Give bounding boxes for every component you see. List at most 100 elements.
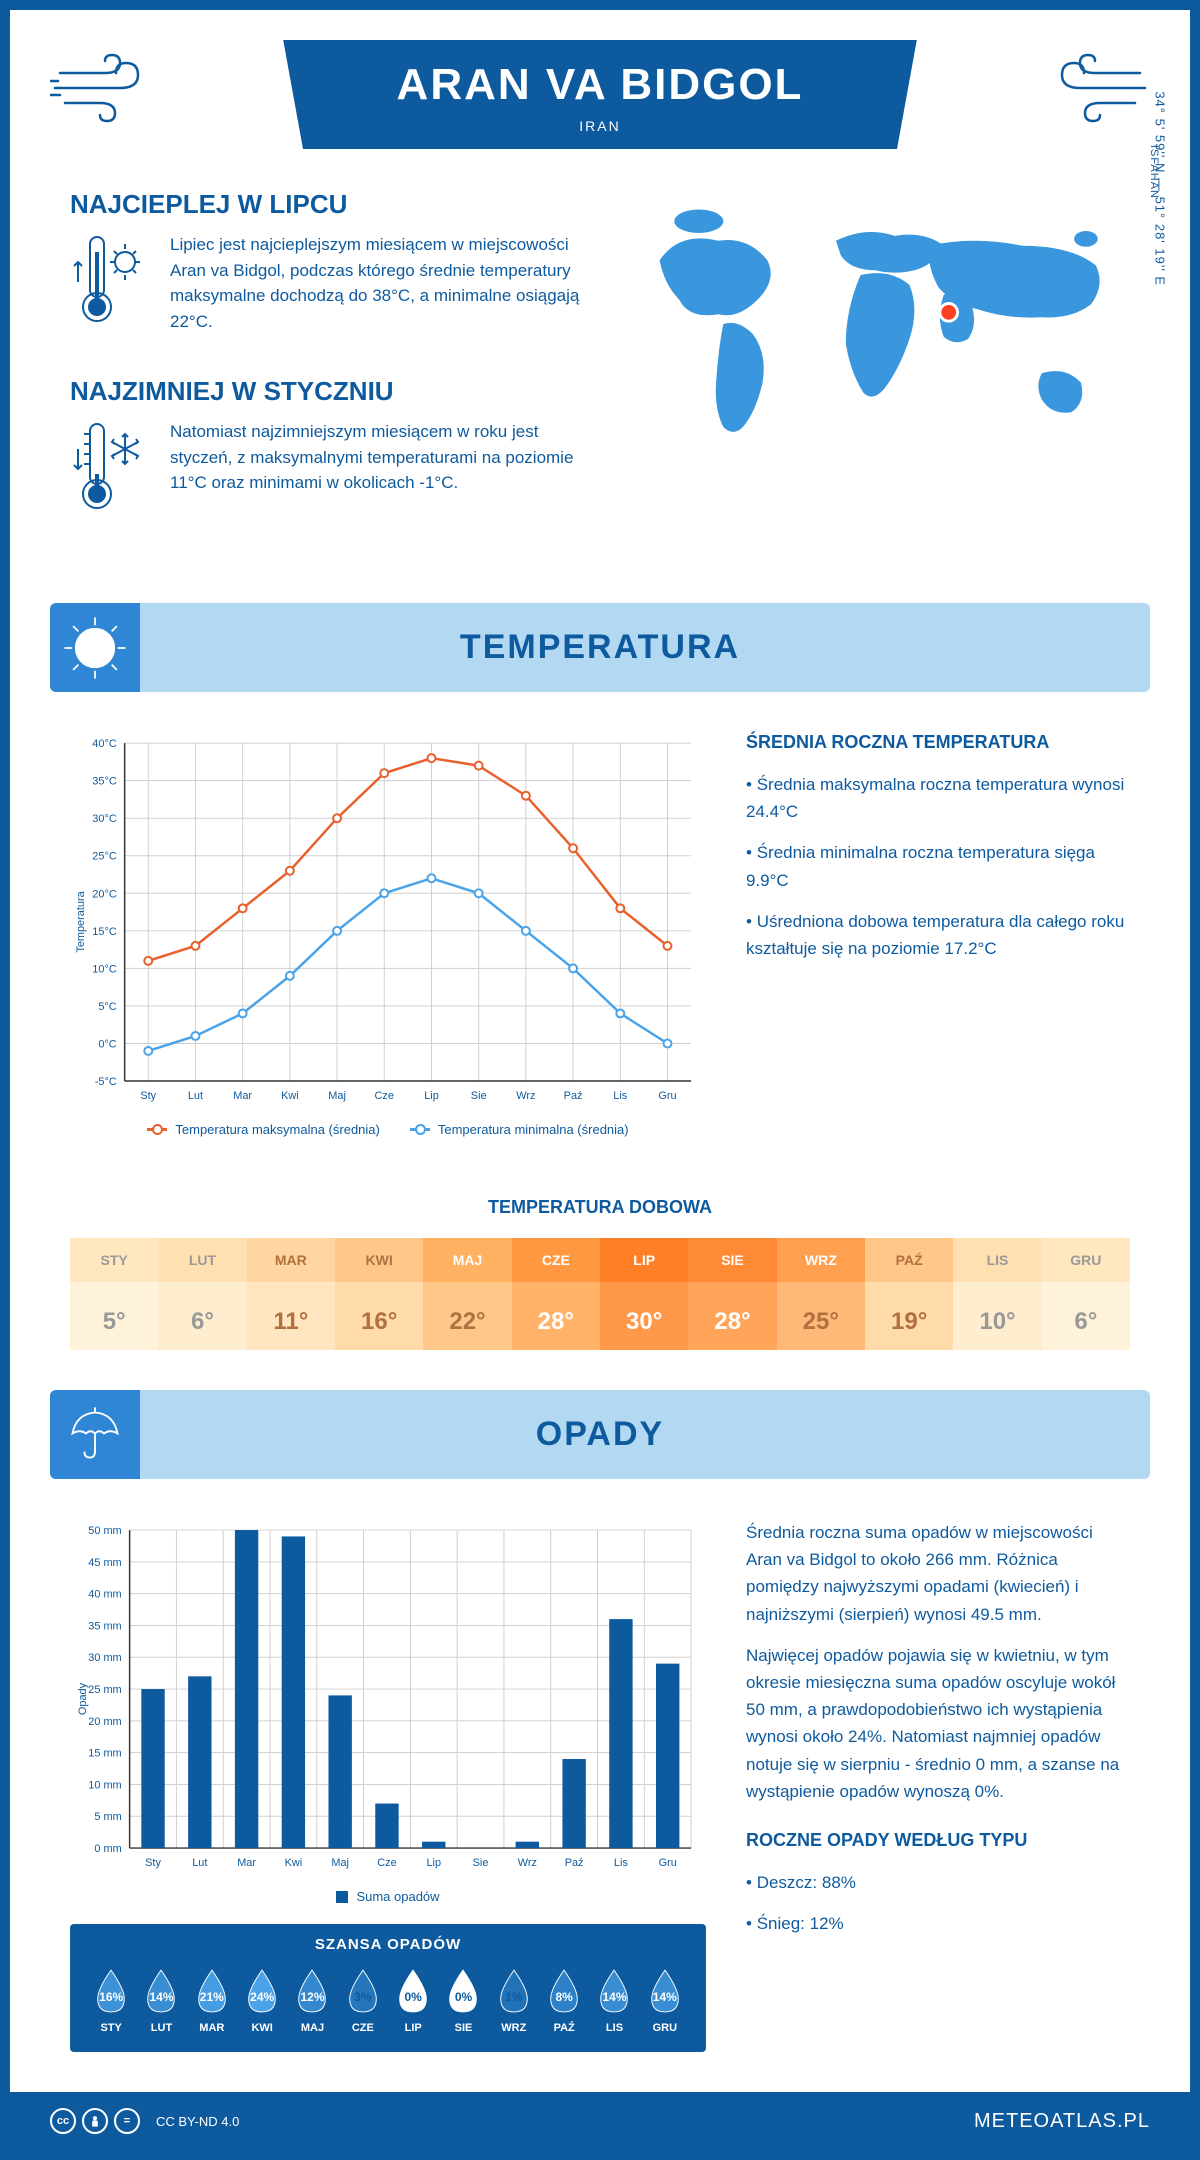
daily-temperature-table: TEMPERATURA DOBOWA STYLUTMARKWIMAJCZELIP…: [70, 1197, 1130, 1350]
svg-text:Sie: Sie: [473, 1857, 489, 1869]
license-label: CC BY-ND 4.0: [156, 2114, 239, 2129]
daily-temp-header: GRU: [1042, 1238, 1130, 1282]
chance-drop: 3% CZE: [340, 1968, 386, 2034]
daily-temp-value: 19°: [865, 1282, 953, 1350]
daily-temp-header: LUT: [158, 1238, 246, 1282]
precipitation-chance-box: SZANSA OPADÓW 16% STY 14% LUT 21%: [70, 1924, 706, 2052]
temperature-line-chart: -5°C0°C5°C10°C15°C20°C25°C30°C35°C40°CSt…: [70, 732, 706, 1112]
chance-drop: 14% GRU: [642, 1968, 688, 2034]
precip-para2: Najwięcej opadów pojawia się w kwietniu,…: [746, 1642, 1130, 1805]
svg-text:Lip: Lip: [426, 1857, 441, 1869]
daily-temp-value: 5°: [70, 1282, 158, 1350]
legend-min-label: Temperatura minimalna (średnia): [438, 1122, 629, 1137]
precipitation-bar-chart: 0 mm5 mm10 mm15 mm20 mm25 mm30 mm35 mm40…: [70, 1519, 706, 1879]
svg-text:Temperatura: Temperatura: [75, 890, 87, 952]
thermometer-cold-icon: [70, 419, 150, 533]
wind-icon-right: [985, 53, 1150, 137]
svg-text:5°C: 5°C: [98, 1001, 116, 1013]
precip-types-list: Deszcz: 88%Śnieg: 12%: [746, 1869, 1130, 1937]
svg-text:10°C: 10°C: [92, 963, 117, 975]
precip-para1: Średnia roczna suma opadów w miejscowośc…: [746, 1519, 1130, 1628]
footer: cc = CC BY-ND 4.0 METEOATLAS.PL: [10, 2092, 1190, 2150]
daily-temp-value: 28°: [512, 1282, 600, 1350]
svg-text:Cze: Cze: [377, 1857, 396, 1869]
svg-text:35 mm: 35 mm: [88, 1620, 121, 1632]
daily-temp-header: MAR: [247, 1238, 335, 1282]
page-subtitle: IRAN: [370, 118, 830, 134]
svg-text:Sty: Sty: [145, 1857, 161, 1869]
svg-text:Opady: Opady: [77, 1682, 89, 1715]
chance-drop: 0% SIE: [440, 1968, 486, 2034]
daily-temp-value: 11°: [247, 1282, 335, 1350]
umbrella-banner-icon: [50, 1390, 140, 1479]
svg-text:Gru: Gru: [658, 1090, 676, 1102]
world-map: [640, 189, 1130, 469]
precipitation-banner-label: OPADY: [536, 1415, 664, 1453]
location-marker-icon: [940, 304, 958, 322]
svg-text:15 mm: 15 mm: [88, 1748, 121, 1760]
daily-temp-value: 6°: [1042, 1282, 1130, 1350]
wind-icon-left: [50, 53, 215, 137]
temp-bullet: Średnia minimalna roczna temperatura się…: [746, 839, 1130, 893]
svg-text:Sty: Sty: [140, 1090, 156, 1102]
precip-type-item: Deszcz: 88%: [746, 1869, 1130, 1896]
header: ARAN VA BIDGOL IRAN: [10, 10, 1190, 169]
sun-banner-icon: [50, 603, 140, 692]
svg-text:Paź: Paź: [565, 1857, 584, 1869]
svg-text:30°C: 30°C: [92, 813, 117, 825]
svg-text:5 mm: 5 mm: [94, 1811, 121, 1823]
nd-icon: =: [114, 2108, 140, 2134]
daily-temp-header: MAJ: [423, 1238, 511, 1282]
daily-temp-value: 10°: [953, 1282, 1041, 1350]
chance-heading: SZANSA OPADÓW: [88, 1936, 688, 1953]
chance-drop: 1% WRZ: [491, 1968, 537, 2034]
svg-text:Mar: Mar: [233, 1090, 252, 1102]
coordinates: 34° 5' 59'' N — 51° 28' 19'' E: [1153, 91, 1168, 286]
legend-max-label: Temperatura maksymalna (średnia): [175, 1122, 379, 1137]
temp-bullet: Średnia maksymalna roczna temperatura wy…: [746, 771, 1130, 825]
daily-temp-value: 6°: [158, 1282, 246, 1350]
precipitation-section: 0 mm5 mm10 mm15 mm20 mm25 mm30 mm35 mm40…: [10, 1479, 1190, 2092]
svg-text:Maj: Maj: [331, 1857, 349, 1869]
chance-drop: 21% MAR: [189, 1968, 235, 2034]
svg-text:-5°C: -5°C: [95, 1076, 117, 1088]
temp-bullets: Średnia maksymalna roczna temperatura wy…: [746, 771, 1130, 962]
chance-drop: 14% LUT: [138, 1968, 184, 2034]
daily-temp-header: STY: [70, 1238, 158, 1282]
footer-brand: METEOATLAS.PL: [974, 2110, 1150, 2133]
daily-temp-value: 25°: [777, 1282, 865, 1350]
svg-text:Wrz: Wrz: [518, 1857, 537, 1869]
daily-temp-value: 30°: [600, 1282, 688, 1350]
chance-drop: 8% PAŹ: [541, 1968, 587, 2034]
chance-drop: 12% MAJ: [289, 1968, 335, 2034]
svg-text:0°C: 0°C: [98, 1038, 116, 1050]
daily-temp-value: 28°: [688, 1282, 776, 1350]
svg-text:Lut: Lut: [188, 1090, 203, 1102]
svg-text:Maj: Maj: [328, 1090, 346, 1102]
chance-drop: 16% STY: [88, 1968, 134, 2034]
temp-bullet: Uśredniona dobowa temperatura dla całego…: [746, 908, 1130, 962]
daily-temp-value: 16°: [335, 1282, 423, 1350]
daily-temp-header: CZE: [512, 1238, 600, 1282]
license-icons: cc = CC BY-ND 4.0: [50, 2108, 239, 2134]
daily-temp-header: LIS: [953, 1238, 1041, 1282]
precip-types-heading: ROCZNE OPADY WEDŁUG TYPU: [746, 1830, 1130, 1851]
temperature-section: -5°C0°C5°C10°C15°C20°C25°C30°C35°C40°CSt…: [10, 692, 1190, 1177]
svg-text:Cze: Cze: [375, 1090, 394, 1102]
svg-text:50 mm: 50 mm: [88, 1525, 121, 1537]
cold-heading: NAJZIMNIEJ W STYCZNIU: [70, 376, 600, 407]
temperature-banner: TEMPERATURA: [50, 603, 1150, 692]
svg-text:25 mm: 25 mm: [88, 1684, 121, 1696]
svg-text:15°C: 15°C: [92, 926, 117, 938]
svg-text:Lis: Lis: [613, 1090, 628, 1102]
title-banner: ARAN VA BIDGOL IRAN: [270, 40, 930, 149]
svg-text:Lis: Lis: [614, 1857, 629, 1869]
svg-text:Lut: Lut: [192, 1857, 207, 1869]
thermometer-hot-icon: [70, 232, 150, 346]
chance-drop: 24% KWI: [239, 1968, 285, 2034]
daily-temp-header: KWI: [335, 1238, 423, 1282]
svg-text:35°C: 35°C: [92, 776, 117, 788]
svg-text:25°C: 25°C: [92, 851, 117, 863]
daily-temp-header: WRZ: [777, 1238, 865, 1282]
svg-text:0 mm: 0 mm: [94, 1843, 121, 1855]
